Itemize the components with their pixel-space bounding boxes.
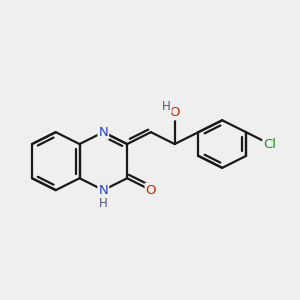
Text: O: O: [146, 184, 156, 196]
Text: Cl: Cl: [263, 138, 276, 151]
Text: O: O: [169, 106, 180, 119]
Text: H: H: [99, 197, 108, 210]
Text: H: H: [162, 100, 171, 113]
Text: N: N: [98, 184, 108, 196]
Text: N: N: [98, 126, 108, 139]
